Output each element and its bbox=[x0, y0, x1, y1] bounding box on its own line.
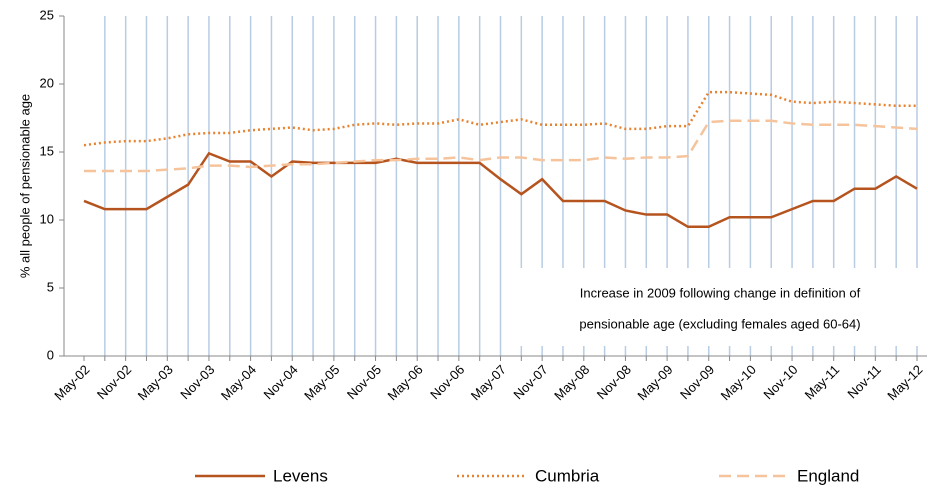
y-tick-label: 25 bbox=[40, 7, 54, 22]
y-axis-label: % all people of pensionable age bbox=[17, 94, 32, 278]
annotation: pensionable age (excluding females aged … bbox=[579, 316, 860, 331]
x-tick-label: May-06 bbox=[384, 362, 425, 403]
y-tick-label: 15 bbox=[40, 143, 54, 158]
x-tick-label: Nov-04 bbox=[261, 362, 301, 402]
x-tick-label: Nov-03 bbox=[177, 362, 217, 402]
x-tick-label: May-08 bbox=[551, 362, 592, 403]
x-tick-label: Nov-07 bbox=[510, 362, 550, 402]
y-tick-label: 5 bbox=[47, 279, 54, 294]
x-tick-label: May-12 bbox=[884, 362, 925, 403]
x-tick-label: Nov-09 bbox=[677, 362, 717, 402]
y-tick-label: 10 bbox=[40, 211, 54, 226]
x-tick-label: Nov-06 bbox=[427, 362, 467, 402]
x-tick-label: May-04 bbox=[218, 362, 259, 403]
x-tick-label: May-09 bbox=[634, 362, 675, 403]
x-tick-label: May-11 bbox=[802, 362, 843, 403]
legend-label: England bbox=[797, 466, 859, 485]
x-tick-label: May-03 bbox=[135, 362, 176, 403]
annotation: Increase in 2009 following change in def… bbox=[580, 285, 861, 300]
line-2 bbox=[84, 119, 918, 173]
y-tick-label: 0 bbox=[47, 347, 54, 362]
line-0 bbox=[83, 151, 918, 229]
x-tick-label: May-05 bbox=[301, 362, 342, 403]
x-tick-label: Nov-11 bbox=[844, 362, 884, 402]
x-tick-label: Nov-02 bbox=[94, 362, 134, 402]
x-tick-label: May-02 bbox=[51, 362, 92, 403]
legend-label: Cumbria bbox=[535, 466, 600, 485]
legend-label: Levens bbox=[273, 466, 328, 485]
x-tick-label: Nov-08 bbox=[594, 362, 634, 402]
x-tick-label: Nov-05 bbox=[344, 362, 384, 402]
x-tick-label: May-07 bbox=[468, 362, 509, 403]
x-tick-label: May-10 bbox=[718, 362, 759, 403]
y-tick-label: 20 bbox=[40, 75, 54, 90]
annotation-box bbox=[516, 268, 926, 346]
x-tick-label: Nov-10 bbox=[760, 362, 800, 402]
